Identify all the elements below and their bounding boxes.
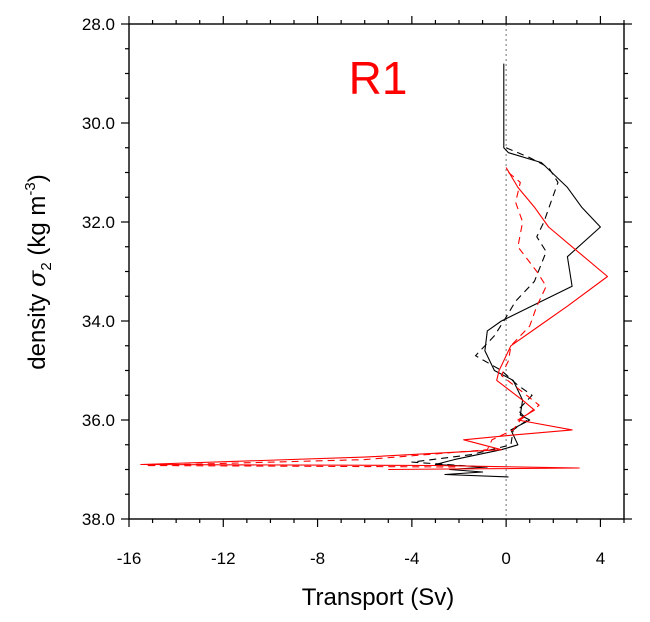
x-tick-label: 0 [501,549,510,568]
y-axis-title-subscript: 2 [38,262,55,270]
y-tick-label: 32.0 [82,213,115,232]
panel-title: R1 [349,52,408,104]
x-tick-label: -12 [211,549,236,568]
y-tick-label: 36.0 [82,411,115,430]
x-axis-title: Transport (Sv) [302,584,454,611]
y-tick-label: 28.0 [82,15,115,34]
y-axis-title-prefix: density [24,287,51,370]
y-axis-title-superscript: -3 [22,182,39,195]
x-tick-label: 4 [596,549,605,568]
series-layer [140,63,609,478]
series-line-3 [140,167,609,471]
series-line-4 [144,172,547,468]
x-tick-label: -16 [117,549,142,568]
y-axis-title-close: ) [24,174,51,182]
y-tick-label: 38.0 [82,510,115,529]
x-tick-label: -4 [404,549,419,568]
tick-labels: -16 -12 -8 -4 0 4 28.0 30.0 32.0 34.0 36.0 38.0 [82,15,605,568]
series-line-1 [434,63,601,478]
y-axis-title-symbol: σ [23,270,51,287]
y-axis-title: density σ2 (kg m-3) [22,174,55,369]
y-tick-label: 34.0 [82,312,115,331]
tick-marks [121,16,632,527]
y-axis-title-unit: (kg m [24,196,51,263]
x-tick-label: -8 [310,549,325,568]
series-line-2 [411,147,559,468]
y-tick-label: 30.0 [82,114,115,133]
